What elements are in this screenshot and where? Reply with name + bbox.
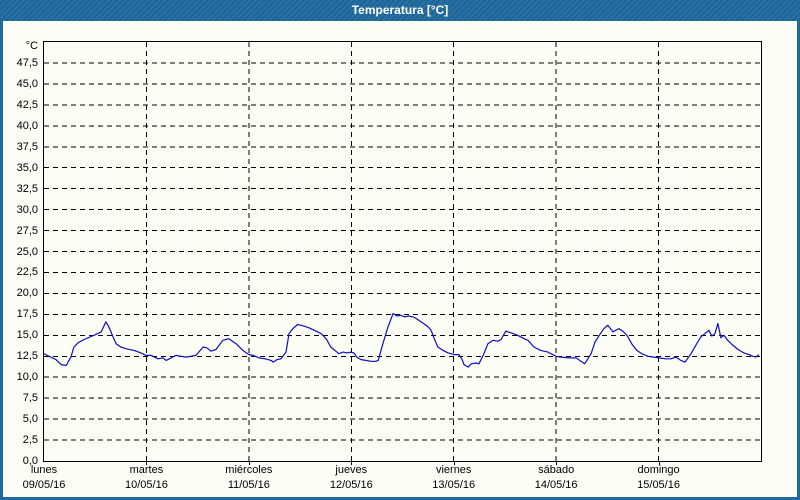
x-axis-date-label: 14/05/16 bbox=[534, 479, 578, 491]
x-axis-day-label: lunes bbox=[30, 464, 58, 476]
y-axis-tick-label: 15,0 bbox=[16, 329, 38, 342]
y-axis-tick-label: 17,5 bbox=[16, 308, 38, 321]
temperature-line bbox=[44, 312, 760, 368]
chart-svg bbox=[44, 42, 761, 461]
x-axis-tick bbox=[658, 461, 660, 465]
x-axis-day-label: jueves bbox=[335, 464, 368, 476]
y-axis-tick-label: 10,0 bbox=[16, 371, 38, 384]
y-axis-tick-label: 35,0 bbox=[16, 161, 38, 174]
y-axis-tick-label: 27,5 bbox=[16, 224, 38, 237]
y-axis-tick-label: 42,5 bbox=[16, 98, 38, 111]
window-title: Temperatura [°C] bbox=[351, 3, 449, 17]
y-axis-tick-label: 37,5 bbox=[16, 140, 38, 153]
x-axis-tick bbox=[146, 461, 148, 465]
y-axis-tick-label: 45,0 bbox=[16, 77, 38, 90]
x-axis-date-label: 12/05/16 bbox=[329, 479, 373, 491]
y-axis-tick-label: 25,0 bbox=[16, 245, 38, 258]
x-axis-tick bbox=[453, 461, 455, 465]
y-axis-unit-label: °C bbox=[25, 40, 38, 52]
x-axis-tick bbox=[248, 461, 250, 465]
chart-surface: °C 47,5 45,0 42,5 40,0 37,5 35,0 32,5 30,0 27,5 2… bbox=[3, 21, 797, 497]
x-axis-day-label: miércoles bbox=[225, 464, 273, 476]
x-axis-date-label: 11/05/16 bbox=[227, 479, 270, 491]
x-axis-day-label: viernes bbox=[435, 464, 472, 476]
x-axis-day-label: martes bbox=[129, 464, 164, 476]
y-axis-tick-label: 5,0 bbox=[22, 413, 38, 426]
y-axis-tick-label: 30,0 bbox=[16, 203, 38, 216]
x-axis-date-label: 15/05/16 bbox=[637, 479, 680, 491]
x-axis-tick bbox=[351, 461, 353, 465]
window-title-bar[interactable]: Temperatura [°C] bbox=[0, 0, 800, 21]
y-axis-tick-label: 40,0 bbox=[16, 119, 38, 132]
y-axis-tick-label: 32,5 bbox=[16, 182, 38, 195]
y-axis-tick-label: 12,5 bbox=[16, 350, 38, 363]
y-axis-tick-label: 2,5 bbox=[22, 434, 38, 447]
y-axis-tick-label: 7,5 bbox=[22, 392, 38, 405]
y-axis-tick-label: 20,0 bbox=[16, 287, 38, 300]
x-axis-day-label: domingo bbox=[637, 464, 680, 476]
x-axis-date-label: 13/05/16 bbox=[432, 479, 476, 491]
plot-area[interactable] bbox=[43, 41, 762, 462]
x-axis-day-label: sábado bbox=[538, 464, 575, 476]
x-axis-date-label: 10/05/16 bbox=[125, 479, 168, 491]
y-axis-tick-label: 0,0 bbox=[22, 455, 38, 467]
y-axis-tick-label: 22,5 bbox=[16, 266, 38, 279]
x-axis-tick bbox=[556, 461, 558, 465]
x-axis-date-label: 09/05/16 bbox=[22, 479, 66, 491]
y-axis-tick-label: 47,5 bbox=[16, 56, 38, 69]
